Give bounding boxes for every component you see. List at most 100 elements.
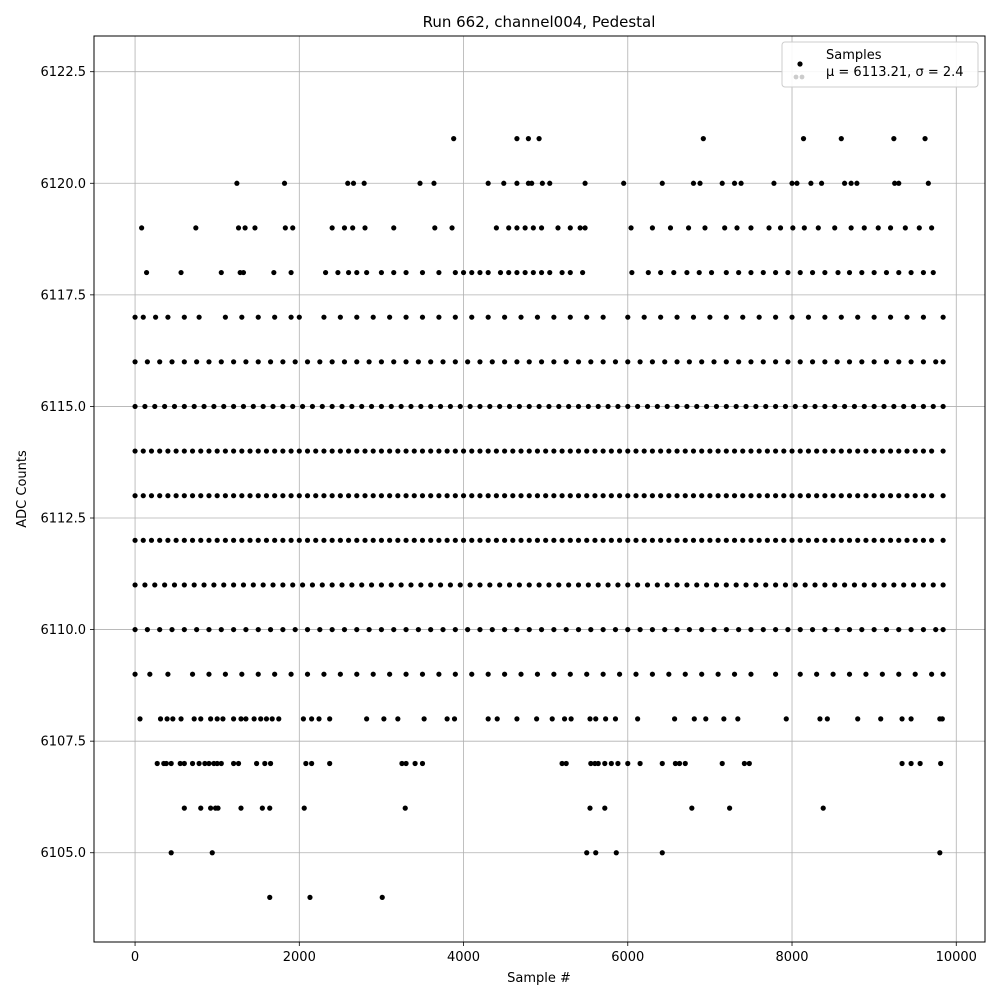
data-point (255, 671, 261, 677)
data-point (763, 403, 769, 410)
data-point (812, 582, 818, 588)
data-point (585, 403, 591, 410)
data-point (912, 448, 918, 454)
data-point (722, 225, 728, 231)
data-point (822, 626, 828, 633)
data-point (214, 716, 220, 722)
data-point (469, 537, 475, 543)
data-point (280, 448, 286, 454)
data-point (600, 359, 606, 365)
data-point (690, 314, 697, 320)
data-point (497, 582, 503, 588)
data-point (234, 180, 240, 186)
data-point (674, 537, 680, 543)
data-point (666, 493, 672, 499)
data-point (904, 314, 910, 320)
data-point (370, 448, 376, 454)
data-point (704, 403, 710, 410)
data-point (391, 269, 397, 276)
x-tick-label: 0 (131, 950, 139, 965)
data-point (686, 626, 692, 633)
data-point (271, 269, 277, 276)
data-point (797, 493, 803, 499)
data-point (600, 671, 606, 677)
data-point (196, 314, 202, 320)
x-tick-label: 8000 (775, 950, 808, 965)
data-point (855, 314, 861, 320)
data-point (684, 403, 690, 410)
data-point (465, 359, 471, 365)
data-point (452, 314, 458, 320)
data-point (412, 760, 418, 767)
data-point (666, 671, 672, 677)
data-point (362, 493, 368, 499)
data-point (403, 626, 409, 633)
data-point (313, 493, 319, 499)
data-point (144, 359, 150, 365)
data-point (193, 225, 199, 231)
data-point (247, 448, 253, 454)
data-point (863, 448, 869, 454)
y-axis-label: ADC Counts (15, 450, 30, 528)
data-point (181, 537, 187, 543)
data-point (235, 760, 242, 767)
data-point (530, 225, 536, 231)
data-point (753, 403, 759, 410)
data-point (920, 626, 927, 633)
data-point (674, 359, 680, 365)
data-point (887, 448, 894, 454)
data-point (337, 448, 343, 454)
data-point (814, 493, 820, 499)
data-point (637, 626, 643, 633)
data-point (395, 537, 401, 543)
data-point (551, 537, 557, 543)
data-point (658, 314, 664, 320)
data-point (772, 671, 779, 677)
data-point (191, 582, 197, 588)
data-point (760, 626, 766, 633)
data-point (772, 403, 779, 410)
data-point (189, 537, 196, 543)
data-point (487, 582, 493, 588)
data-point (152, 582, 158, 588)
data-point (577, 225, 583, 231)
data-point (549, 716, 555, 722)
data-point (600, 448, 606, 454)
data-point (735, 716, 741, 722)
data-point (140, 314, 146, 320)
data-point (181, 403, 187, 410)
data-point (477, 359, 483, 365)
data-point (595, 760, 601, 767)
data-point (916, 225, 922, 231)
data-point (902, 225, 908, 231)
data-point (690, 493, 697, 499)
data-point (337, 314, 343, 320)
data-point (613, 850, 619, 856)
data-point (469, 269, 475, 276)
data-point (871, 582, 877, 588)
data-point (641, 448, 647, 454)
data-point (822, 493, 828, 499)
data-point (489, 359, 495, 365)
data-point (555, 225, 561, 231)
data-point (756, 314, 762, 320)
data-point (354, 493, 360, 499)
data-point (818, 180, 825, 186)
data-point (341, 359, 348, 365)
data-point (789, 314, 795, 320)
data-point (741, 760, 747, 767)
data-point (321, 493, 327, 499)
data-point (674, 314, 680, 320)
data-point (164, 716, 170, 722)
data-point (341, 225, 348, 231)
data-point (206, 537, 212, 543)
data-point (419, 448, 426, 454)
data-point (684, 269, 690, 276)
data-point (387, 314, 393, 320)
data-point (731, 537, 738, 543)
data-point (690, 180, 697, 186)
data-point (451, 716, 458, 722)
data-point (467, 582, 473, 588)
data-point (696, 269, 702, 276)
data-point (835, 269, 841, 276)
